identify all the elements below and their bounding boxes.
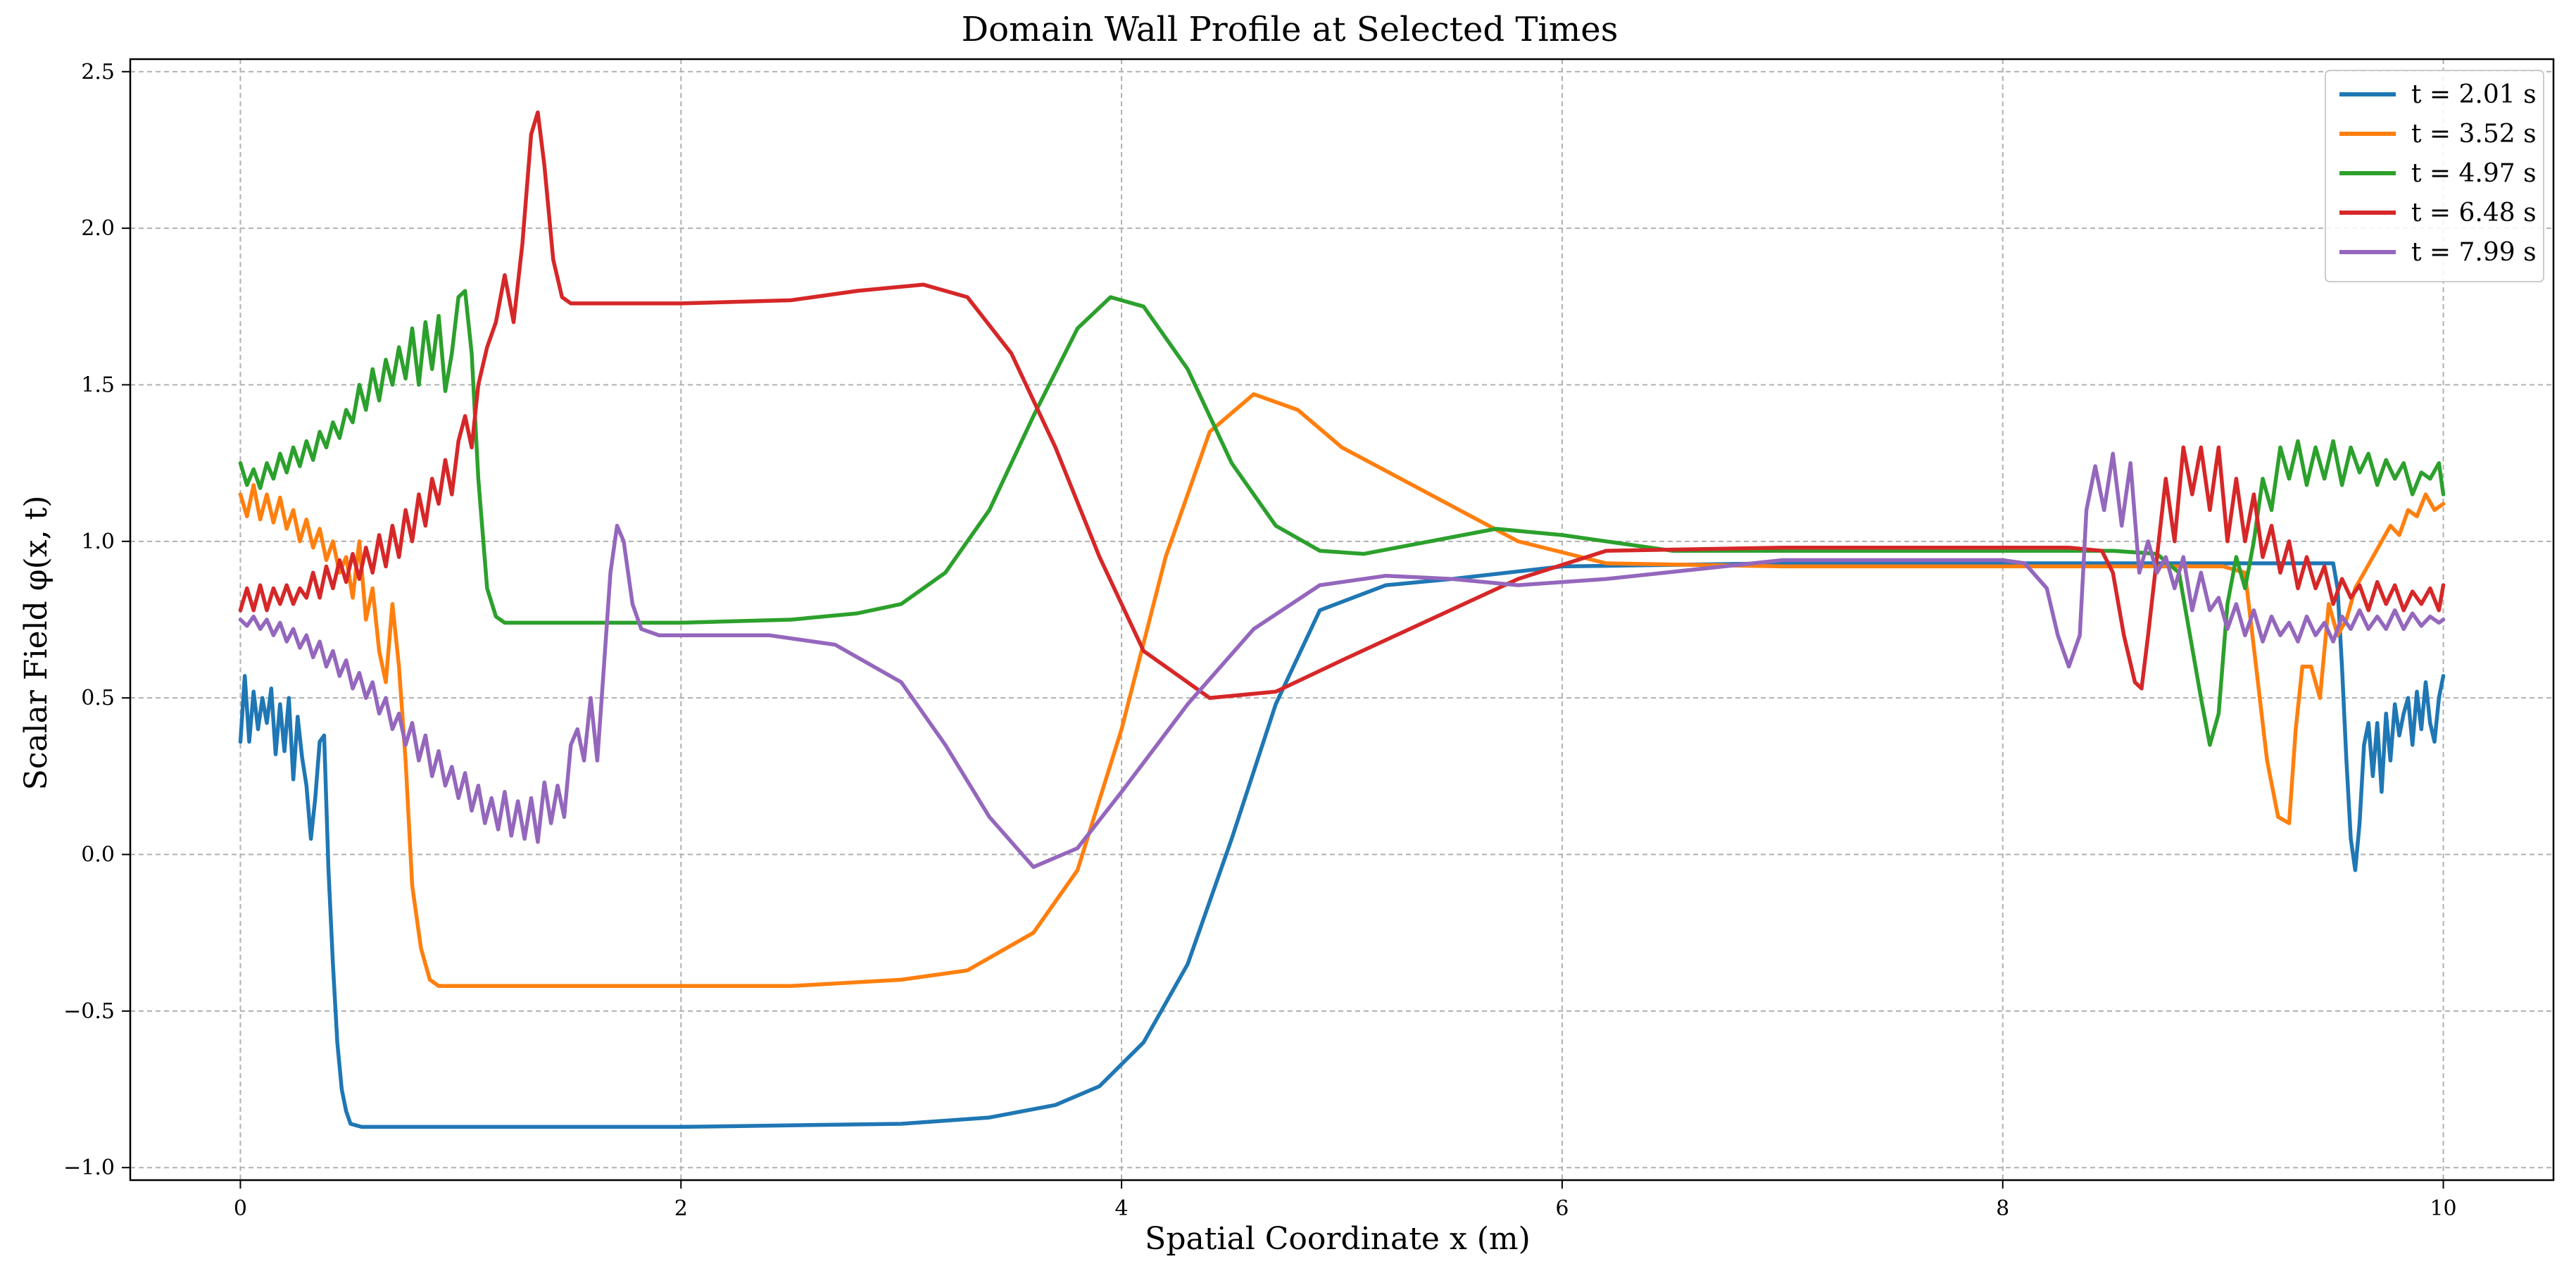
series-line-3: [238, 289, 2446, 747]
legend-label: t = 3.52 s: [2411, 120, 2537, 149]
y-tick-label: −1.0: [63, 1155, 115, 1180]
y-tick-label: −0.5: [63, 999, 115, 1024]
legend-label: t = 7.99 s: [2411, 238, 2537, 267]
plot-frame: [129, 58, 2555, 1182]
y-tick-label: 0.5: [81, 686, 115, 710]
x-axis-label: Spatial Coordinate x (m): [1145, 1221, 1531, 1257]
y-axis-label: Scalar Field φ(x, t): [18, 496, 54, 791]
x-tick-label: 2: [674, 1196, 688, 1221]
y-tick-label: 2.0: [81, 216, 115, 241]
legend-box: [2325, 70, 2544, 282]
x-tick-label: 8: [1996, 1196, 2009, 1221]
x-tick-label: 0: [234, 1196, 247, 1221]
series-line-1: [238, 561, 2446, 1129]
legend: t = 2.01 s t = 3.52 s t = 4.97 s t = 6.48 s…: [2325, 70, 2544, 282]
y-tick-label: 1.0: [81, 530, 115, 554]
legend-label: t = 6.48 s: [2411, 199, 2537, 227]
series-line-2: [238, 392, 2446, 989]
legend-label: t = 4.97 s: [2411, 159, 2537, 188]
y-tick-label: 0.0: [81, 843, 115, 867]
plot-lines: [238, 110, 2446, 1129]
y-tick-label: 1.5: [81, 372, 115, 397]
x-tick-label: 6: [1555, 1196, 1569, 1221]
grid-lines: [130, 59, 2553, 1180]
x-tick-label: 4: [1115, 1196, 1129, 1221]
x-tick-label: 10: [2430, 1196, 2456, 1221]
axis-ticks: 0 2 4 6 8 10 −1.0 −0.5 0.0 0.5 1.0 1.5 2.0 2.5: [63, 60, 2456, 1221]
series-line-5: [238, 451, 2446, 870]
chart-title: Domain Wall Profile at Selected Times: [962, 10, 1619, 49]
series-line-4: [238, 110, 2446, 700]
y-tick-label: 2.5: [81, 60, 115, 84]
legend-label: t = 2.01 s: [2411, 80, 2537, 109]
